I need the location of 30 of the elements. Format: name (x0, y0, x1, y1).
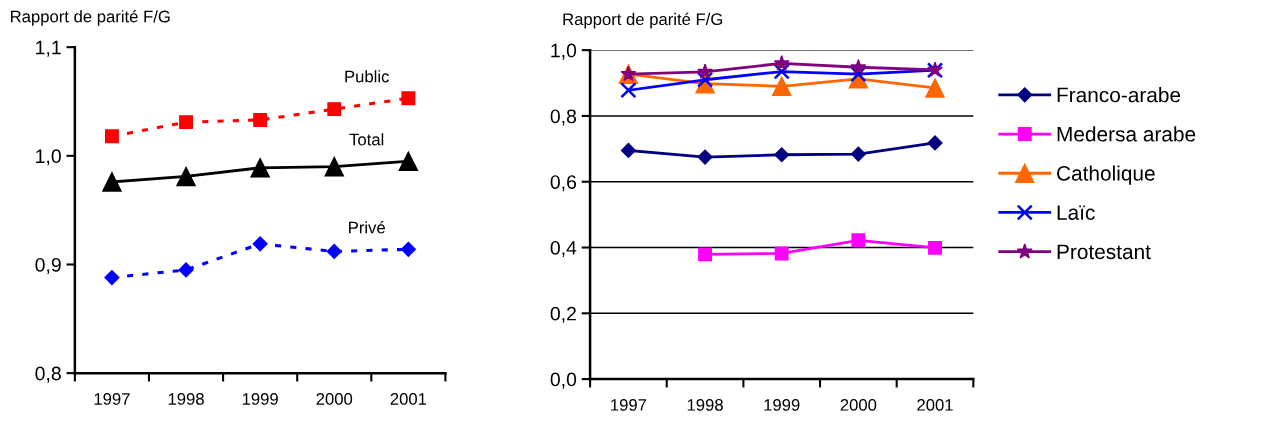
y-tick-label: 1,0 (36, 149, 61, 166)
y-tick-label: 1,1 (36, 40, 61, 57)
series-label: Total (349, 133, 384, 146)
x-tick-label: 1999 (764, 398, 800, 411)
y-axis-title: Rapport de parité F/G (563, 12, 723, 29)
legend-label: Catholique (1057, 165, 1155, 185)
y-axis-title: Rapport de parité F/G (11, 9, 170, 26)
x-tick-label: 2000 (316, 393, 353, 405)
y-tick-label: 0,8 (550, 109, 577, 126)
legend-label: Franco-arabe (1057, 87, 1181, 103)
x-tick-label: 1997 (611, 398, 647, 411)
legend-label: Medersa arabe (1057, 126, 1196, 142)
legend-label: Laïc (1057, 205, 1095, 220)
y-tick-label: 0,6 (550, 175, 577, 192)
series-label: Public (345, 70, 389, 83)
y-tick-label: 0,9 (35, 257, 61, 275)
x-tick-label: 1998 (687, 398, 723, 411)
x-tick-label: 2000 (840, 398, 877, 411)
legend-label: Protestant (1057, 244, 1151, 260)
y-tick-label: 0,2 (550, 306, 576, 323)
y-tick-label: 1,0 (551, 43, 577, 60)
series-label: Privé (349, 221, 385, 234)
x-tick-label: 2001 (390, 393, 427, 405)
y-tick-label: 0,4 (550, 240, 577, 258)
x-tick-label: 2001 (917, 398, 953, 411)
y-tick-label: 0,0 (550, 372, 577, 389)
x-tick-label: 1997 (94, 393, 130, 405)
y-tick-label: 0,8 (35, 366, 61, 383)
x-tick-label: 1999 (242, 393, 278, 405)
x-tick-label: 1998 (168, 393, 204, 405)
